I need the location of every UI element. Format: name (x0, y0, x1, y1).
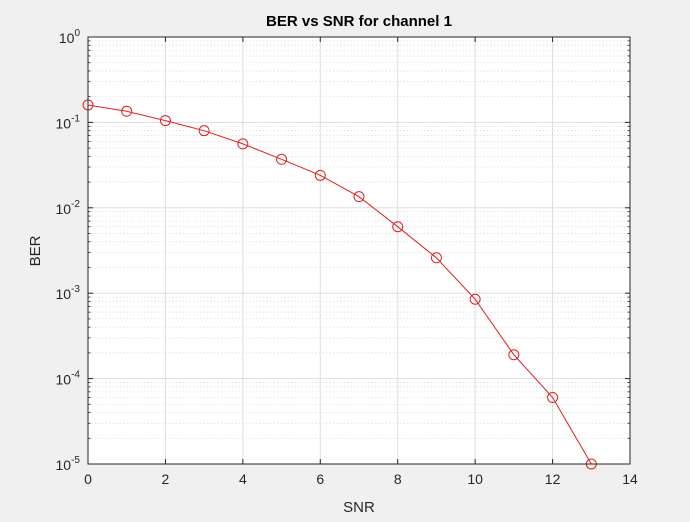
ber-point (198, 125, 210, 137)
x-axis-label: SNR (343, 499, 375, 516)
plot-area (88, 37, 630, 464)
ber-point (237, 138, 249, 150)
y-axis-label: BER (27, 235, 44, 266)
y-tick-labels: 100 10-1 10-2 10-3 10-4 10-5 (56, 28, 81, 473)
y-tick-label: 10-1 (56, 113, 81, 131)
x-tick-label: 10 (467, 471, 483, 487)
y-tick-label: 100 (59, 28, 81, 46)
ber-point (392, 221, 404, 233)
y-tick-label: 10-5 (56, 455, 81, 473)
x-tick-labels: 0 2 4 6 8 10 12 14 (84, 471, 638, 487)
x-tick-label: 0 (84, 471, 92, 487)
x-tick-label: 14 (622, 471, 638, 487)
x-tick-label: 4 (239, 471, 247, 487)
minor-gridlines (88, 40, 630, 439)
y-tick-label: 10-3 (56, 284, 81, 302)
ber-point (276, 153, 288, 165)
ber-point (353, 191, 365, 203)
x-tick-label: 8 (394, 471, 402, 487)
tick-marks (87, 36, 631, 465)
ber-point (469, 293, 481, 305)
chart-title: BER vs SNR for channel 1 (266, 13, 452, 30)
ber-point (430, 252, 442, 264)
ber-point (121, 105, 133, 117)
series-layer (82, 99, 597, 470)
ber-point (314, 169, 326, 181)
ber-point (547, 392, 559, 404)
ber-line (87, 104, 592, 465)
x-tick-label: 12 (545, 471, 561, 487)
ber-point (508, 349, 520, 361)
x-tick-label: 6 (316, 471, 324, 487)
y-tick-label: 10-2 (56, 199, 81, 217)
x-tick-label: 2 (162, 471, 170, 487)
ber-point (159, 115, 171, 127)
y-tick-label: 10-4 (56, 370, 81, 388)
axes-box (87, 36, 631, 465)
